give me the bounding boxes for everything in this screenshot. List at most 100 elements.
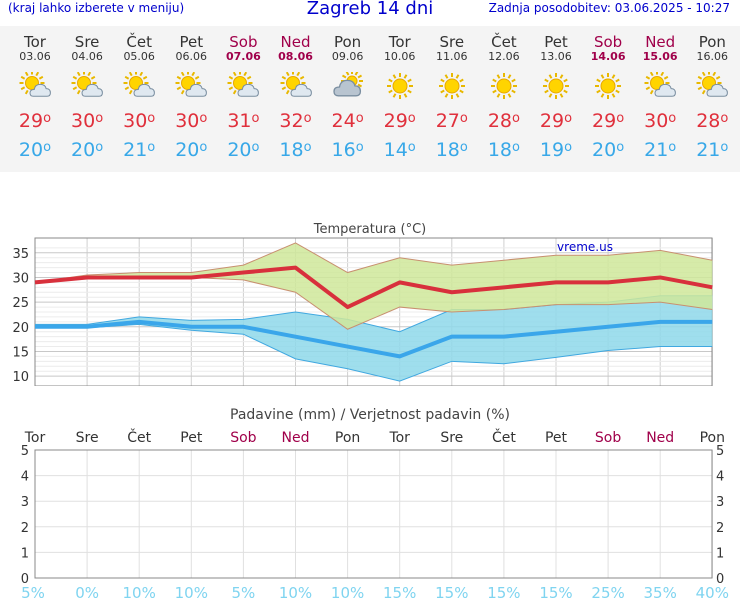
min-temperature: 18o — [279, 139, 312, 161]
day-column: Sob 14.06 29o 20o — [582, 26, 634, 162]
cloud-sun-icon — [332, 72, 363, 97]
day-date: 15.06 — [642, 50, 678, 63]
sun-cloud-icon — [280, 72, 312, 97]
precipitation-probability: 5% — [232, 584, 256, 600]
max-temperature: 30o — [175, 110, 208, 132]
max-temperature: 29o — [383, 110, 416, 132]
max-temperature: 31o — [227, 110, 260, 132]
day-column: Sob 07.06 31o 20o — [217, 26, 269, 162]
precipitation-probability: 15% — [383, 584, 416, 600]
day-date: 05.06 — [123, 50, 155, 63]
x-day-label: Sre — [76, 430, 99, 446]
y-tick-label-left: 0 — [21, 572, 29, 587]
sun-cloud-icon — [175, 72, 208, 97]
min-temperature: 19o — [539, 139, 573, 161]
precipitation-chart: Padavine (mm) / Verjetnost padavin (%) To… — [21, 407, 729, 600]
precipitation-probability: 10% — [279, 584, 312, 600]
max-temperature: 27o — [435, 110, 468, 132]
max-temperature: 32o — [279, 110, 312, 132]
day-name: Pet — [544, 33, 568, 51]
day-name: Sob — [593, 33, 623, 51]
max-range-band — [35, 242, 713, 330]
chart-title: Padavine (mm) / Verjetnost padavin (%) — [230, 407, 510, 423]
x-day-label: Sob — [595, 430, 621, 446]
sun-cloud-icon — [644, 72, 677, 97]
day-date: 11.06 — [436, 50, 468, 63]
sun-cloud-icon — [696, 72, 729, 97]
day-column: Pon 16.06 28o 21o — [686, 26, 738, 162]
day-name: Čet — [491, 33, 517, 51]
day-name: Sre — [74, 33, 100, 51]
day-name: Tor — [388, 33, 411, 51]
max-temperature: 30o — [123, 110, 156, 132]
day-name: Pet — [179, 33, 204, 51]
chart-title: Temperatura (°C) — [313, 222, 426, 237]
day-column: Pet 06.06 30o 20o — [165, 26, 217, 162]
precipitation-probability: 35% — [644, 584, 677, 600]
day-date: 10.06 — [383, 50, 416, 63]
day-column: Pet 13.06 29o 19o — [530, 26, 582, 162]
y-tick-label: 30 — [12, 271, 29, 286]
day-date: 08.06 — [278, 50, 313, 63]
sun-cloud-icon — [19, 72, 51, 97]
day-column: Čet 12.06 28o 18o — [478, 26, 530, 162]
day-date: 06.06 — [175, 50, 208, 63]
max-temperature: 29o — [18, 110, 52, 132]
max-temperature: 28o — [696, 110, 729, 132]
max-temperature: 28o — [487, 110, 520, 132]
x-day-label: Pet — [545, 430, 568, 446]
temperature-chart: Temperatura (°C) 10 15 20 25 30 35 vreme.us — [12, 222, 713, 386]
precipitation-probability: 10% — [175, 584, 208, 600]
min-temperature: 20o — [227, 139, 260, 161]
sun-cloud-icon — [227, 72, 260, 97]
day-date: 09.06 — [331, 50, 364, 63]
day-name: Sob — [229, 33, 258, 51]
sun-icon — [490, 73, 517, 99]
y-tick-label-left: 2 — [21, 521, 29, 536]
max-temperature: 29o — [592, 110, 625, 132]
location-menu-hint[interactable]: (kraj lahko izberete v meniju) — [8, 1, 185, 15]
min-temperature: 21o — [696, 139, 729, 161]
min-temperature: 20o — [175, 139, 208, 161]
grid — [34, 449, 713, 579]
precipitation-probability: 10% — [123, 584, 156, 600]
x-day-label: Čet — [492, 428, 516, 446]
y-tick-label: 20 — [12, 321, 29, 336]
day-date: 07.06 — [225, 50, 261, 63]
y-tick-label-left: 5 — [21, 444, 29, 459]
min-temperature: 16o — [331, 139, 364, 161]
day-column: Pon 09.06 24o 16o — [322, 26, 374, 162]
day-name: Čet — [126, 33, 152, 51]
y-tick-label-left: 4 — [21, 470, 29, 485]
x-day-label: Ned — [282, 430, 310, 446]
day-date: 14.06 — [590, 50, 626, 63]
y-tick-label: 10 — [12, 370, 29, 385]
day-date: 13.06 — [540, 50, 572, 63]
x-day-label: Čet — [127, 428, 151, 446]
y-tick-label-left: 1 — [21, 546, 29, 561]
y-tick-label-right: 1 — [716, 546, 724, 561]
day-date: 03.06 — [19, 50, 51, 63]
day-column: Tor 03.06 29o 20o — [9, 26, 61, 162]
day-name: Pon — [333, 33, 362, 51]
max-temperature-line — [34, 265, 713, 310]
day-name: Sre — [439, 33, 465, 51]
min-temperature-line — [35, 319, 713, 359]
min-range-band-lower-edge — [35, 323, 713, 382]
y-tick-label: 35 — [12, 247, 29, 262]
y-tick-label-right: 0 — [716, 572, 724, 587]
sun-cloud-icon — [71, 72, 104, 97]
precipitation-probability: 15% — [487, 584, 520, 600]
day-column: Čet 05.06 30o 21o — [113, 26, 165, 162]
min-temperature: 18o — [487, 139, 520, 161]
sun-icon — [595, 73, 622, 99]
precipitation-probability: 0% — [75, 584, 99, 600]
day-date: 12.06 — [488, 50, 520, 63]
day-name: Tor — [24, 33, 46, 51]
precipitation-probability: 15% — [539, 584, 572, 600]
day-column: Tor 10.06 29o 14o — [374, 26, 426, 162]
precipitation-probability: 5% — [21, 584, 45, 600]
day-column: Sre 11.06 27o 18o — [426, 26, 478, 162]
min-range-band — [35, 295, 713, 382]
day-name: Pon — [698, 33, 726, 51]
